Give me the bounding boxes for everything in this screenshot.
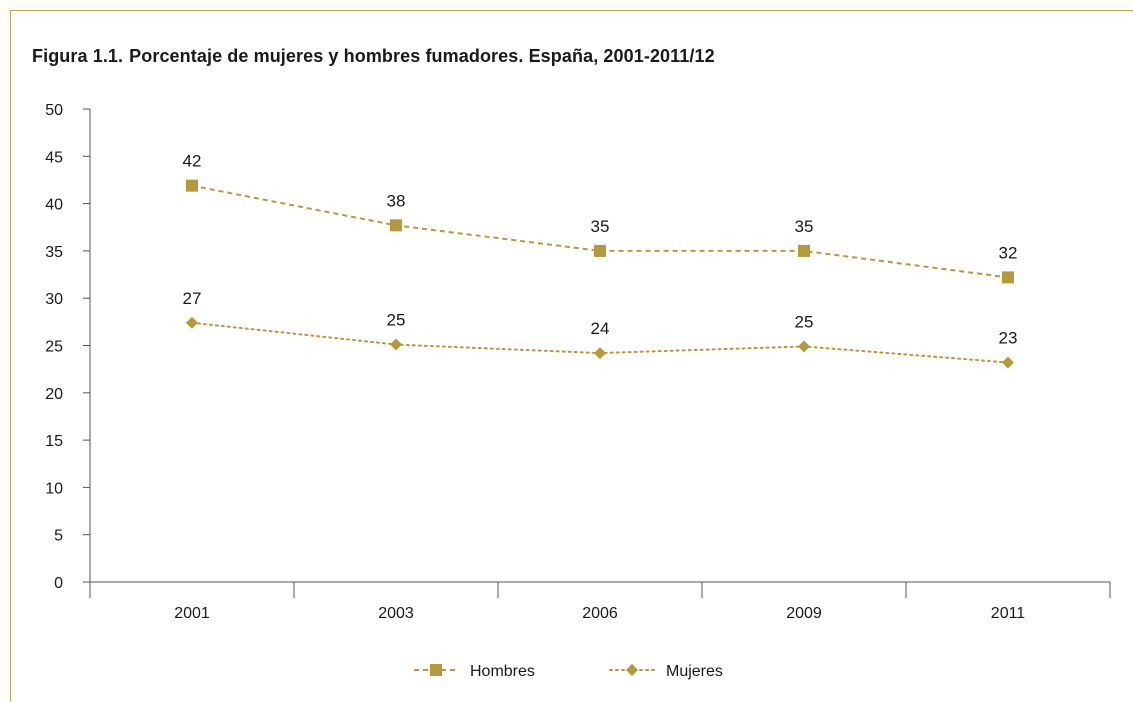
marker-diamond bbox=[390, 338, 402, 351]
figure-label: Figura 1.1. bbox=[32, 46, 124, 66]
x-tick-label: 2009 bbox=[786, 605, 822, 622]
data-label: 23 bbox=[999, 329, 1018, 348]
y-tick-label: 40 bbox=[45, 197, 63, 214]
data-label: 38 bbox=[387, 191, 406, 210]
data-label: 25 bbox=[795, 312, 814, 331]
data-label: 24 bbox=[591, 319, 610, 338]
y-tick-label: 50 bbox=[45, 102, 63, 119]
marker-square bbox=[1002, 271, 1014, 284]
y-tick-label: 20 bbox=[45, 386, 63, 403]
y-tick-label: 5 bbox=[54, 528, 63, 545]
y-tick-label: 0 bbox=[54, 575, 63, 592]
data-label: 42 bbox=[183, 152, 202, 171]
marker-square bbox=[798, 244, 810, 257]
figure-title: Figura 1.1. Porcentaje de mujeres y hombr… bbox=[32, 46, 715, 67]
series-line-hombres bbox=[191, 184, 1009, 279]
data-label: 35 bbox=[795, 217, 814, 236]
legend-marker-diamond bbox=[626, 664, 638, 676]
figure-frame bbox=[10, 10, 1133, 702]
marker-square bbox=[594, 244, 606, 257]
figure-title-text: Porcentaje de mujeres y hombres fumadore… bbox=[129, 46, 715, 66]
data-label: 32 bbox=[999, 243, 1018, 262]
marker-diamond bbox=[1002, 356, 1014, 369]
y-tick-label: 15 bbox=[45, 433, 63, 450]
marker-square bbox=[390, 219, 402, 232]
y-tick-label: 30 bbox=[45, 291, 63, 308]
data-label: 27 bbox=[183, 289, 202, 308]
y-tick-label: 25 bbox=[45, 339, 63, 356]
data-label: 25 bbox=[387, 311, 406, 330]
y-tick-label: 45 bbox=[45, 149, 63, 166]
marker-diamond bbox=[594, 347, 606, 360]
marker-diamond bbox=[798, 340, 810, 353]
marker-diamond bbox=[186, 316, 198, 329]
legend-marker-square bbox=[430, 664, 442, 676]
y-tick-label: 35 bbox=[45, 244, 63, 261]
y-tick-label: 10 bbox=[45, 480, 63, 497]
x-tick-label: 2006 bbox=[582, 605, 618, 622]
data-label: 35 bbox=[591, 217, 610, 236]
marker-square bbox=[186, 179, 198, 192]
legend-label-mujeres: Mujeres bbox=[666, 663, 723, 680]
legend-label-hombres: Hombres bbox=[470, 663, 535, 680]
x-tick-label: 2001 bbox=[174, 605, 210, 622]
x-tick-label: 2011 bbox=[991, 605, 1026, 622]
x-tick-label: 2003 bbox=[378, 605, 414, 622]
